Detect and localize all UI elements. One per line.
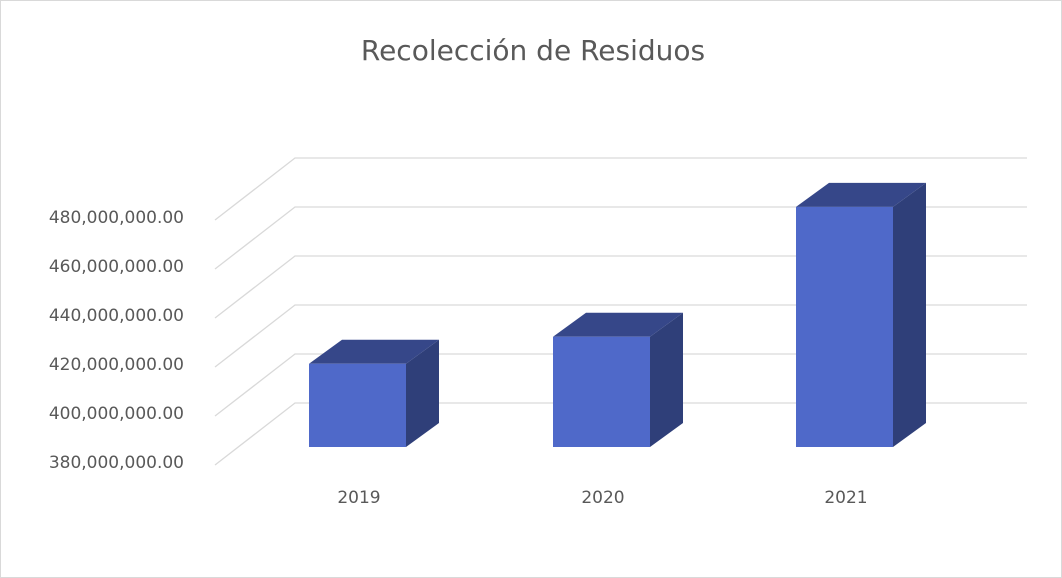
- bar-front: [553, 336, 650, 447]
- x-tick-label: 2021: [824, 488, 867, 508]
- bar: [796, 182, 926, 447]
- grid-line: [214, 304, 1027, 368]
- bar-front: [309, 363, 406, 447]
- y-tick-label: 440,000,000.00: [49, 306, 184, 326]
- y-tick-label: 420,000,000.00: [49, 355, 184, 375]
- grid-line: [214, 402, 1027, 466]
- bar-top: [796, 182, 926, 207]
- x-tick-label: 2020: [581, 488, 624, 508]
- bar: [553, 312, 683, 447]
- y-tick-label: 480,000,000.00: [49, 208, 184, 228]
- bar-top: [553, 312, 683, 337]
- y-tick-label: 460,000,000.00: [49, 257, 184, 277]
- x-tick-label: 2019: [337, 488, 380, 508]
- y-tick-label: 400,000,000.00: [49, 404, 184, 424]
- y-tick-label: 380,000,000.00: [49, 453, 184, 473]
- grid-line: [214, 206, 1027, 270]
- bar-front: [796, 206, 893, 447]
- bar: [309, 339, 439, 447]
- bar-side: [650, 312, 683, 447]
- grid-line: [214, 353, 1027, 417]
- bar-side: [406, 339, 439, 447]
- bar-top: [309, 339, 439, 364]
- grid-line: [214, 255, 1027, 319]
- grid-line: [214, 157, 1027, 221]
- bar-side: [893, 182, 926, 447]
- chart-title: Recolección de Residuos: [361, 34, 705, 67]
